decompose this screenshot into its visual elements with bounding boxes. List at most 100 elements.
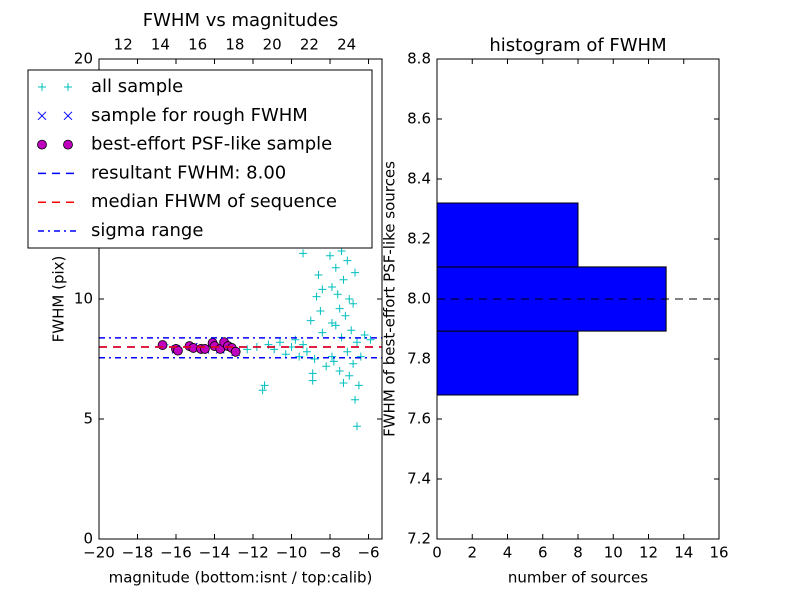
x-tick-label: 0 [432, 544, 442, 562]
plus-marker [335, 367, 344, 375]
plus-marker [349, 359, 358, 368]
plus-marker [343, 347, 352, 356]
x2-tick-label: 22 [300, 36, 319, 54]
y-tick-label: 7.2 [407, 530, 431, 548]
plus-marker [335, 304, 344, 313]
plus-marker [351, 395, 360, 404]
plus-marker [308, 369, 317, 378]
y-tick-label: 8.8 [407, 50, 431, 68]
x-tick-label: −16 [160, 544, 192, 562]
plus-marker [347, 326, 356, 335]
y-tick-label: 8.6 [407, 110, 431, 128]
x-tick-label: −12 [237, 544, 269, 562]
chart-title: FWHM vs magnitudes [143, 10, 338, 31]
y-tick-label: 8.0 [407, 290, 431, 308]
x2-tick-label: 12 [114, 36, 133, 54]
plus-marker [331, 263, 340, 272]
chart-title: histogram of FWHM [489, 35, 666, 56]
x-tick-label: 2 [467, 544, 477, 562]
plus-marker [339, 275, 348, 284]
x-tick-label: 16 [709, 544, 728, 562]
plus-marker [318, 285, 327, 294]
x-axis-label: magnitude (bottom:isnt / top:calib) [109, 569, 373, 587]
plus-marker [258, 386, 267, 395]
x-marker [63, 111, 73, 121]
plus-marker [281, 350, 290, 359]
plus-marker [38, 83, 46, 91]
circle-marker [173, 345, 183, 356]
x-tick-label: −6 [357, 544, 379, 562]
plus-marker [243, 345, 252, 354]
circle-marker [157, 340, 168, 350]
plus-marker [302, 347, 311, 356]
y-tick-label: 7.6 [407, 410, 431, 428]
y-tick-label: 20 [74, 50, 93, 68]
x-tick-label: 12 [639, 544, 658, 562]
legend-label: best-effort PSF-like sample [91, 134, 332, 155]
plus-marker [314, 271, 323, 279]
plus-marker [352, 338, 361, 347]
plus-marker [64, 83, 72, 91]
plus-marker [308, 376, 317, 385]
x-tick-label: 14 [674, 544, 693, 562]
circle-marker [230, 346, 241, 357]
plot-frame [436, 58, 720, 540]
plus-marker [306, 316, 315, 325]
x2-tick-label: 24 [337, 36, 356, 54]
plus-marker [318, 328, 327, 337]
x2-tick-label: 20 [263, 36, 282, 54]
y-tick-label: 5 [83, 410, 93, 428]
legend-label: resultant FWHM: 8.00 [91, 162, 286, 183]
plus-marker [341, 311, 350, 320]
x-tick-label: −10 [276, 544, 308, 562]
plus-marker [299, 340, 308, 349]
y-tick-label: 7.4 [407, 470, 431, 488]
circle-marker [63, 139, 73, 150]
plus-marker [291, 335, 300, 344]
plus-marker [339, 379, 348, 387]
x-tick-label: −8 [319, 544, 341, 562]
x-tick-label: −18 [122, 544, 154, 562]
x2-tick-label: 14 [151, 36, 170, 54]
plus-marker [349, 299, 358, 308]
plus-marker [360, 331, 369, 339]
x2-tick-label: 16 [188, 36, 207, 54]
plus-marker [351, 268, 360, 277]
plus-marker [366, 335, 375, 344]
hist-bar [436, 202, 579, 268]
y-axis-label: FWHM of best-effort PSF-like sources [381, 161, 399, 437]
x-tick-label: 10 [604, 544, 623, 562]
legend-label: median FHWM of sequence [91, 191, 337, 212]
y-tick-label: 0 [83, 530, 93, 548]
legend-box [27, 69, 373, 249]
plus-marker [312, 292, 321, 301]
x2-tick-label: 18 [225, 36, 244, 54]
plus-marker [327, 352, 336, 361]
y-axis-label: FWHM (pix) [50, 256, 68, 343]
x-tick-label: 8 [573, 544, 583, 562]
x-axis-label: number of sources [508, 569, 648, 587]
plus-marker [299, 249, 308, 258]
x-tick-label: 6 [538, 544, 548, 562]
hist-bar [436, 330, 579, 396]
circle-marker [37, 139, 47, 150]
plus-marker [316, 307, 325, 315]
plus-marker [310, 355, 319, 363]
plus-marker [345, 295, 354, 303]
plus-marker [260, 381, 269, 390]
plus-marker [345, 371, 354, 380]
y-tick-label: 10 [74, 290, 93, 308]
plus-marker [343, 256, 352, 265]
plus-marker [295, 352, 304, 361]
legend-label: sigma range [91, 220, 203, 241]
circle-marker [199, 344, 210, 354]
x-tick-label: −20 [83, 544, 115, 562]
plot-frame [98, 58, 383, 540]
plus-marker [329, 357, 338, 366]
plus-marker [333, 290, 342, 299]
plus-marker [326, 251, 335, 260]
plus-marker [327, 283, 336, 291]
plus-marker [354, 381, 363, 390]
